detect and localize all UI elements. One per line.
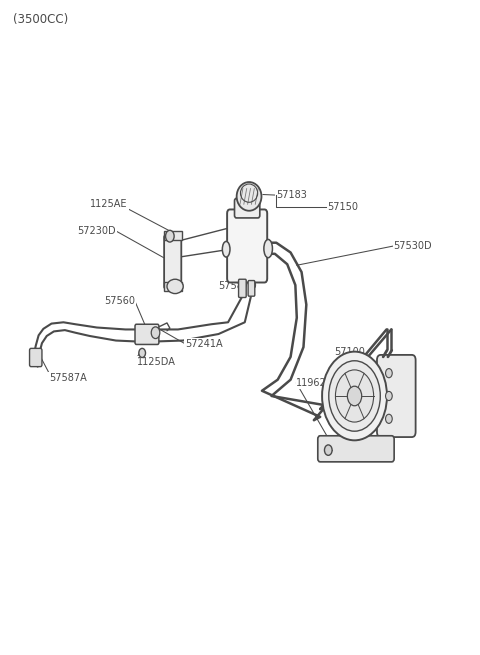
Text: 11962: 11962 — [296, 378, 327, 388]
FancyBboxPatch shape — [248, 280, 255, 296]
Text: 57183: 57183 — [276, 190, 307, 200]
Text: 57587D: 57587D — [218, 280, 257, 291]
Text: 57150: 57150 — [327, 202, 358, 212]
FancyBboxPatch shape — [227, 210, 267, 282]
Bar — [164, 282, 182, 291]
Text: (3500CC): (3500CC) — [13, 13, 69, 26]
Circle shape — [139, 348, 145, 358]
FancyBboxPatch shape — [235, 198, 260, 218]
FancyBboxPatch shape — [318, 436, 394, 462]
Text: 57587A: 57587A — [49, 373, 87, 383]
Text: 1125DA: 1125DA — [137, 357, 176, 367]
Text: 57100: 57100 — [335, 347, 365, 357]
FancyBboxPatch shape — [239, 279, 246, 297]
Ellipse shape — [222, 242, 230, 257]
Text: 57230D: 57230D — [77, 226, 116, 236]
FancyBboxPatch shape — [30, 348, 42, 367]
Ellipse shape — [167, 279, 183, 293]
Circle shape — [385, 369, 392, 378]
Circle shape — [166, 231, 174, 242]
Circle shape — [322, 352, 387, 440]
FancyBboxPatch shape — [377, 355, 416, 437]
Text: 57530D: 57530D — [394, 241, 432, 251]
Ellipse shape — [264, 240, 273, 257]
Bar — [164, 231, 182, 240]
Text: 57241A: 57241A — [185, 339, 223, 349]
FancyBboxPatch shape — [135, 324, 159, 345]
Circle shape — [324, 445, 332, 455]
Circle shape — [348, 386, 362, 405]
Circle shape — [329, 361, 380, 431]
Text: 1125AE: 1125AE — [90, 199, 128, 209]
Ellipse shape — [237, 182, 262, 211]
Circle shape — [151, 327, 160, 339]
FancyBboxPatch shape — [164, 235, 181, 289]
Circle shape — [336, 370, 373, 422]
Circle shape — [385, 392, 392, 401]
Text: 57560: 57560 — [104, 297, 135, 307]
Circle shape — [385, 414, 392, 423]
